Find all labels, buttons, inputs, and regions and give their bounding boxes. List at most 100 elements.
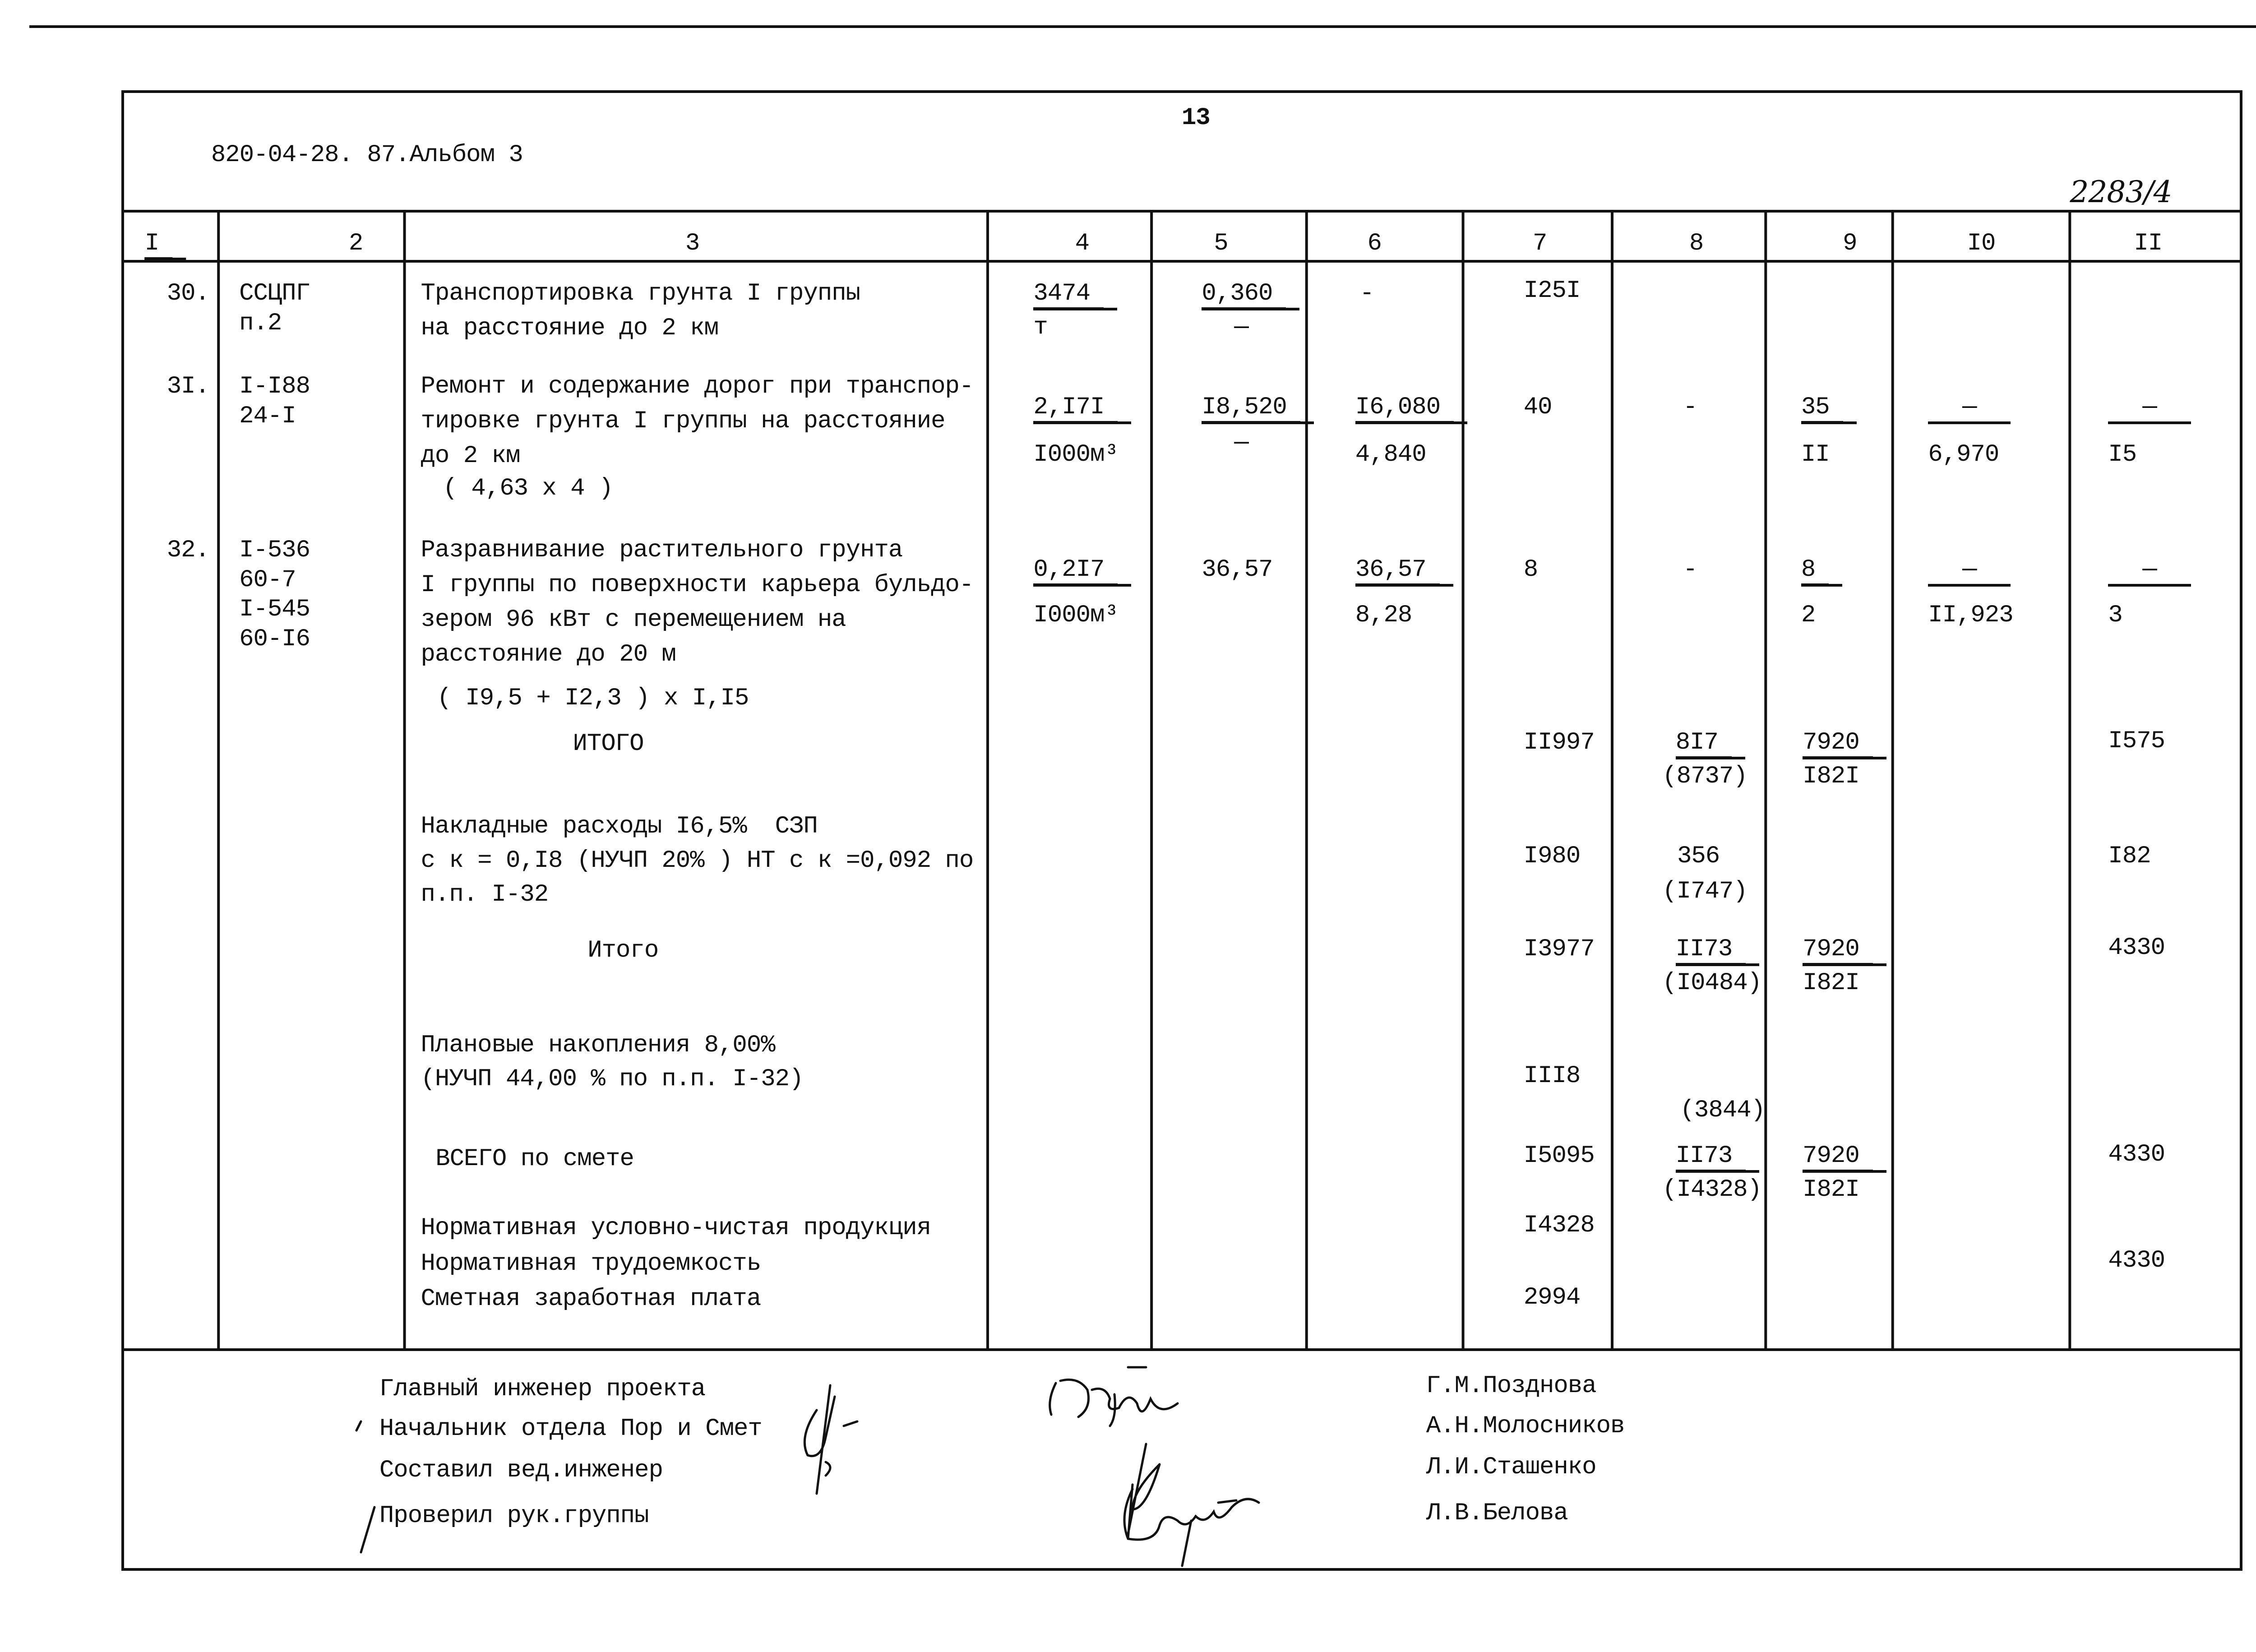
col10-lower-text: 6,970 — [1928, 440, 1999, 468]
row-code: 60-I6 — [239, 625, 310, 653]
row-code-text: ССЦПГ — [239, 280, 310, 308]
document-code: 820-04-28. 87.Альбом 3 — [211, 141, 523, 169]
total-cost-text: 8 — [1523, 555, 1538, 583]
col8-value-text: - — [1683, 555, 1697, 583]
signatory-name-text: Л.И.Сташенко — [1426, 1453, 1597, 1481]
col6-value-text: 36,57 — [1355, 555, 1440, 586]
unit-cost-text: I8,520 — [1202, 393, 1300, 424]
overhead-col8-lower: (I747) — [1662, 878, 1747, 906]
subtotal-col11-text: I575 — [2108, 727, 2165, 755]
unit-cost-lower-text: — — [1234, 314, 1248, 342]
signatory-name-text: Г.М.Позднова — [1426, 1372, 1597, 1400]
row-description: Транспортировка грунта I группы — [421, 280, 861, 308]
check-mark — [355, 1420, 376, 1554]
total-label: Итого — [587, 937, 659, 965]
subtotal-col8: 8I7 — [1675, 728, 1745, 759]
row-description-text: I группы по поверхности карьера бульдо- — [421, 571, 974, 599]
row-number-text: 30. — [166, 280, 210, 308]
quantity: 3474 — [1033, 280, 1118, 311]
overhead-col8-lower-text: (I747) — [1662, 878, 1747, 906]
col11-value: — — [2108, 393, 2191, 425]
net-product-label: Нормативная условно-чистая продукция — [421, 1214, 932, 1242]
unit-cost-text: 0,360 — [1202, 280, 1286, 310]
overhead-label-text: Накладные расходы I6,5% СЗП — [421, 813, 818, 841]
column-header: 7 — [1533, 230, 1547, 258]
overhead-label-text: с к = 0,I8 (НУЧП 20% ) НТ с к =0,092 по — [421, 847, 974, 875]
total-col9: 7920 — [1803, 935, 1886, 966]
column-header-text: I — [144, 229, 173, 260]
quantity-text: 2,I7I — [1033, 393, 1118, 424]
grand-total-col8-text: II73 — [1675, 1142, 1746, 1172]
col6-lower-text: 8,28 — [1355, 602, 1413, 629]
signature-belova — [1123, 1488, 1260, 1567]
total-col8-lower-text: (I0484) — [1662, 969, 1762, 997]
signatory-role: Составил вед.инженер — [379, 1457, 663, 1485]
signatory-name: Г.М.Позднова — [1426, 1372, 1597, 1400]
row-code-text: 24-I — [239, 402, 296, 430]
unit-cost-lower-text: — — [1234, 429, 1248, 457]
column-header-text: 7 — [1532, 229, 1547, 257]
col6-lower: 4,840 — [1355, 441, 1427, 469]
overhead-col11: I82 — [2108, 842, 2151, 870]
row-code-text: 60-7 — [239, 566, 296, 594]
labor-value: 4330 — [2108, 1247, 2165, 1275]
subtotal-label-text: ИТОГО — [573, 730, 644, 758]
column-header: II — [2134, 230, 2163, 258]
column-header-text: 5 — [1214, 229, 1228, 257]
col8-value-text: - — [1683, 393, 1697, 421]
column-header-text: 3 — [685, 229, 700, 257]
col11-value: — — [2108, 556, 2191, 587]
row-description-text: Разравнивание растительного грунта — [421, 537, 903, 565]
unit-cost-text: 36,57 — [1202, 555, 1273, 583]
signatory-role: Проверил рук.группы — [379, 1502, 649, 1530]
wages-value: 2994 — [1524, 1284, 1581, 1312]
col8-value: - — [1683, 556, 1697, 584]
row-description-text: до 2 км — [421, 442, 521, 470]
grand-total-label: ВСЕГО по смете — [435, 1145, 634, 1173]
col6-value: 36,57 — [1355, 555, 1453, 587]
signatures — [355, 1366, 1260, 1567]
planned-col7-text: III8 — [1523, 1062, 1581, 1090]
subtotal-col9-text: 7920 — [1803, 728, 1873, 759]
total-cost: 40 — [1524, 393, 1553, 421]
col11-value-text: — — [2108, 393, 2191, 425]
column-header-text: 6 — [1367, 229, 1382, 257]
column-header: 5 — [1214, 230, 1228, 258]
signatory-name: Л.В.Белова — [1426, 1499, 1568, 1527]
subtotal-col11: I575 — [2108, 727, 2165, 755]
col6-lower: 8,28 — [1355, 602, 1413, 629]
column-header: I0 — [1967, 230, 1996, 258]
row-code-text: п.2 — [239, 309, 282, 337]
row-description: зером 96 кВт с перемещением на — [421, 606, 846, 634]
column-header: 9 — [1843, 230, 1857, 258]
col9-lower: 2 — [1801, 602, 1816, 629]
signatory-role: Главный инженер проекта — [379, 1375, 706, 1403]
net-product-value-text: I4328 — [1523, 1211, 1595, 1239]
overhead-col7: I980 — [1524, 842, 1581, 870]
total-cost: I25I — [1524, 277, 1581, 305]
unit: I000м³ — [1033, 441, 1119, 469]
total-col8: II73 — [1675, 935, 1760, 966]
row-code: 24-I — [239, 403, 296, 430]
planned-col8: (3844) — [1680, 1097, 1766, 1124]
col11-value-text: — — [2108, 556, 2191, 587]
row-code-text: I-545 — [239, 596, 310, 624]
col10-lower: II,923 — [1928, 602, 2013, 629]
column-header-text: 2 — [348, 229, 363, 257]
column-header-text: 4 — [1075, 229, 1090, 257]
wages-label: Сметная заработная плата — [421, 1285, 762, 1313]
overhead-col7-text: I980 — [1523, 842, 1581, 870]
row-formula: ( I9,5 + I2,3 ) x I,I5 — [437, 685, 749, 713]
subtotal-col8-text: 8I7 — [1675, 728, 1732, 759]
grand-total-col8: II73 — [1675, 1142, 1760, 1173]
signatory-role: Начальник отдела Пор и Смет — [379, 1415, 763, 1443]
column-header-text: 8 — [1689, 229, 1704, 257]
subtotal-col9: 7920 — [1803, 728, 1886, 759]
quantity-text: 0,2I7 — [1033, 555, 1118, 586]
row-description-text: расстояние до 20 м — [421, 641, 676, 669]
subtotal-label: ИТОГО — [573, 730, 644, 758]
subtotal-col7: II997 — [1524, 729, 1595, 757]
row-code: 60-7 — [239, 566, 296, 594]
planned-label-text: (НУЧП 44,00 % по п.п. I-32) — [421, 1065, 804, 1093]
